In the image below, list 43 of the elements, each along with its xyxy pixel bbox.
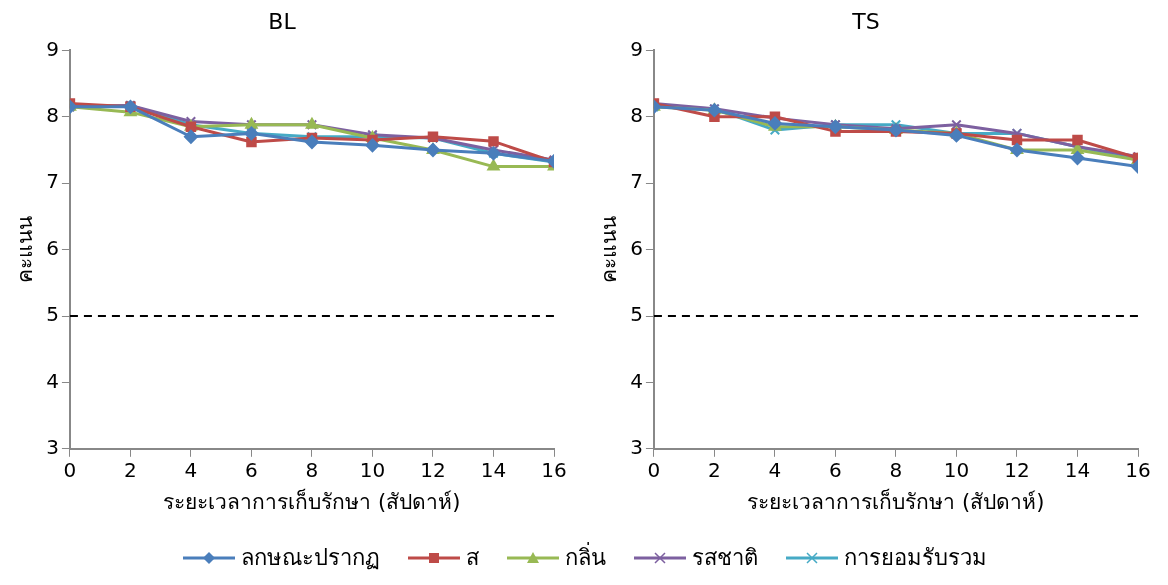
y-tick-label: 8 (46, 103, 59, 127)
y-axis-title: คะแนน (597, 216, 622, 284)
y-tick-label: 9 (46, 36, 59, 61)
y-tick-label: 5 (630, 302, 643, 327)
x-tick-label: 12 (420, 458, 446, 482)
y-tick-label: 8 (630, 103, 643, 127)
x-tick-label: 2 (124, 458, 137, 482)
x-tick-label: 14 (1064, 458, 1091, 482)
y-tick-label: 7 (630, 169, 643, 194)
y-tick-label: 4 (630, 368, 643, 393)
x-tick-label: 10 (359, 458, 386, 482)
legend-label: ส (466, 544, 479, 572)
legend-label: ลกษณะปรากฏ (241, 544, 380, 572)
y-tick-label: 3 (630, 435, 643, 459)
y-tick-label: 6 (46, 235, 59, 260)
legend-label: การยอมรับรวม (844, 544, 987, 572)
x-tick-label: 6 (245, 458, 258, 482)
x-tick-label: 0 (647, 458, 661, 482)
y-tick-label: 4 (46, 368, 59, 393)
x-tick-label: 0 (63, 458, 77, 482)
y-tick-label: 3 (46, 435, 59, 459)
x-tick-label: 2 (708, 458, 721, 482)
y-tick-label: 9 (630, 36, 643, 61)
legend-label: กลิ่น (565, 541, 606, 572)
chart-title: BL (268, 8, 297, 34)
x-axis-title: ระยะเวลาการเก็บรักษา (สัปดาห์) (163, 487, 461, 514)
x-tick-label: 8 (305, 458, 319, 482)
x-tick-label: 8 (889, 458, 903, 482)
y-tick-label: 5 (46, 302, 59, 327)
y-axis-title: คะแนน (13, 216, 38, 284)
x-tick-label: 4 (184, 458, 198, 482)
x-tick-label: 16 (541, 458, 567, 482)
x-tick-label: 16 (1125, 458, 1151, 482)
x-tick-label: 12 (1004, 458, 1030, 482)
x-tick-label: 14 (480, 458, 507, 482)
legend-label: รสชาติ (692, 544, 758, 572)
x-tick-label: 6 (829, 458, 842, 482)
y-tick-label: 6 (630, 235, 643, 260)
chart-title: TS (851, 8, 880, 34)
x-tick-label: 4 (768, 458, 782, 482)
x-tick-label: 10 (943, 458, 970, 482)
y-tick-label: 7 (46, 169, 59, 194)
x-axis-title: ระยะเวลาการเก็บรักษา (สัปดาห์) (747, 487, 1045, 514)
